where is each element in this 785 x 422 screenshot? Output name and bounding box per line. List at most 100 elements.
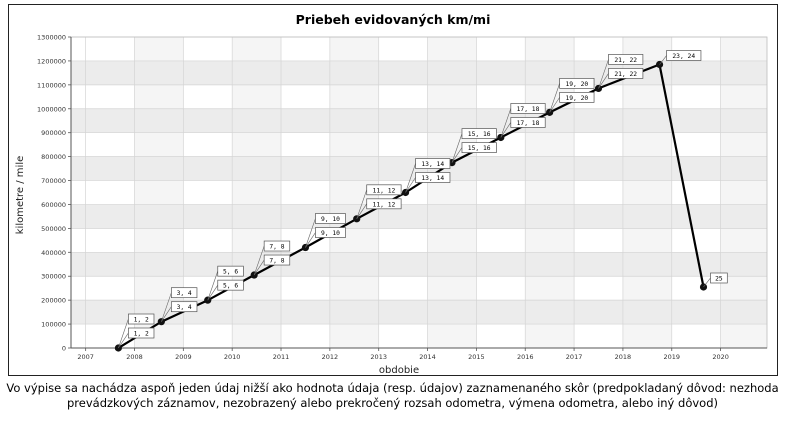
x-tick-label: 2010 xyxy=(224,353,241,361)
callout-leader xyxy=(405,163,416,193)
callout-box xyxy=(315,213,346,224)
x-tick-label: 2011 xyxy=(273,353,290,361)
y-axis-label: kilometre / mile xyxy=(15,156,26,235)
data-point xyxy=(204,296,212,304)
data-label: 7, 8 xyxy=(269,258,284,265)
x-tick-label: 2012 xyxy=(322,353,339,361)
callout-box xyxy=(415,172,451,183)
y-tick-label: 1000000 xyxy=(37,105,66,113)
y-tick-label: 100000 xyxy=(41,321,66,329)
callout-leader xyxy=(451,147,463,163)
x-tick-label: 2009 xyxy=(175,353,192,361)
x-tick-label: 2014 xyxy=(419,353,436,361)
y-tick-label: 1300000 xyxy=(37,34,66,42)
x-tick-label: 2016 xyxy=(517,353,534,361)
grid-band-vertical xyxy=(232,37,282,348)
callout-box xyxy=(608,54,644,65)
data-label: 3, 4 xyxy=(177,290,192,297)
callout-leader xyxy=(500,108,512,138)
data-label: 15, 16 xyxy=(468,131,491,138)
x-tick-label: 2015 xyxy=(468,353,485,361)
y-tick-label: 500000 xyxy=(41,225,66,233)
data-label: 1, 2 xyxy=(134,317,149,324)
callout-box xyxy=(461,128,497,139)
x-tick-label: 2008 xyxy=(126,353,143,361)
callout-box xyxy=(128,313,155,325)
data-label: 9, 10 xyxy=(321,230,340,237)
callout-box xyxy=(171,301,198,313)
data-label: 15, 16 xyxy=(468,145,491,152)
x-tick-label: 2020 xyxy=(712,353,729,361)
data-label: 7, 8 xyxy=(269,244,284,251)
x-tick-label: 2018 xyxy=(615,353,632,361)
data-label: 19, 20 xyxy=(565,95,588,102)
callout-box xyxy=(559,78,595,89)
callout-leader xyxy=(253,259,265,276)
callout-leader xyxy=(253,245,265,276)
data-label: 5, 6 xyxy=(223,269,238,276)
chart-title: Priebeh evidovaných km/mi xyxy=(296,12,491,27)
callout-box xyxy=(366,198,402,210)
x-axis-label: obdobie xyxy=(379,365,419,376)
callout-box xyxy=(315,227,346,238)
data-label: 19, 20 xyxy=(565,81,588,88)
callout-leader xyxy=(356,203,367,219)
callout-box xyxy=(559,92,595,103)
callout-leader xyxy=(598,73,609,89)
callout-box xyxy=(263,254,291,266)
y-tick-label: 600000 xyxy=(41,201,66,209)
footer-line-1: Vo výpise sa nachádza aspoň jeden údaj n… xyxy=(6,381,779,395)
callout-leader xyxy=(207,284,219,301)
callout-box xyxy=(217,279,244,291)
data-point xyxy=(157,318,165,326)
data-label: 17, 18 xyxy=(517,106,540,113)
callout-box xyxy=(666,50,702,61)
callout-leader xyxy=(305,218,316,248)
x-tick-label: 2019 xyxy=(663,353,680,361)
grid-band-vertical xyxy=(525,37,575,348)
chart-frame: 0 100000 200000 300000 400000 500000 600000 700… xyxy=(8,4,778,376)
callout-box xyxy=(171,287,198,299)
callout-leader xyxy=(703,277,711,288)
callout-box xyxy=(217,265,244,277)
grid-band-vertical xyxy=(720,37,767,348)
callout-leader xyxy=(161,306,172,322)
callout-leader xyxy=(659,55,667,65)
data-point xyxy=(655,60,664,69)
grid-band-vertical xyxy=(622,37,672,348)
data-label: 21, 22 xyxy=(614,71,637,78)
x-tick-label: 2013 xyxy=(370,353,387,361)
footer-line-2: prevádzkových záznamov, nezobrazený aleb… xyxy=(67,396,718,410)
data-label: 11, 12 xyxy=(373,201,396,208)
callout-leader xyxy=(451,133,463,163)
callout-box xyxy=(510,117,546,128)
y-tick-label: 300000 xyxy=(41,273,66,281)
data-label: 1, 2 xyxy=(134,331,149,338)
data-label: 13, 14 xyxy=(421,175,444,182)
data-label: 3, 4 xyxy=(177,304,192,311)
callout-leader xyxy=(549,83,560,113)
data-label: 9, 10 xyxy=(321,216,340,223)
data-label: 13, 14 xyxy=(421,161,444,168)
callout-leader xyxy=(118,332,129,349)
callout-leader xyxy=(207,271,219,301)
callout-leader xyxy=(549,97,560,113)
data-label: 11, 12 xyxy=(373,187,396,194)
data-label: 25 xyxy=(715,275,723,282)
x-tick-label: 2017 xyxy=(566,353,583,361)
y-tick-label: 0 xyxy=(62,345,66,353)
y-tick-label: 1200000 xyxy=(37,57,66,65)
y-tick-label: 400000 xyxy=(41,249,66,257)
callout-box xyxy=(461,142,497,153)
callout-leader xyxy=(598,59,609,89)
y-tick-label: 700000 xyxy=(41,177,66,185)
callout-leader xyxy=(356,189,368,219)
callout-box xyxy=(366,184,402,196)
callout-box xyxy=(263,240,291,252)
callout-leader xyxy=(118,318,129,349)
callout-box xyxy=(128,327,155,339)
callout-leader xyxy=(500,122,512,138)
data-point xyxy=(250,271,258,279)
y-tick-label: 1100000 xyxy=(37,81,66,89)
y-tick-label: 800000 xyxy=(41,153,66,161)
